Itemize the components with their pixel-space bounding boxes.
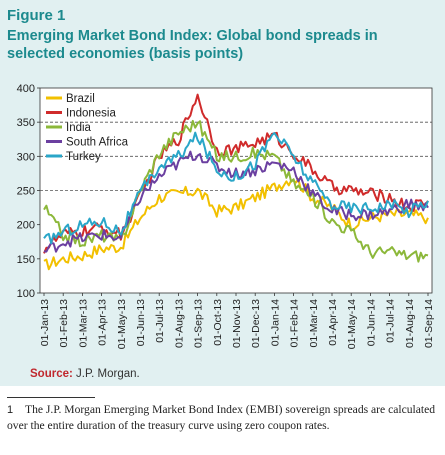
figure-label: Figure 1 <box>7 7 66 24</box>
x-tick-label: 01-Jul-14 <box>385 299 397 343</box>
y-tick-label: 150 <box>17 254 35 266</box>
y-tick-label: 250 <box>17 186 35 198</box>
y-tick-label: 200 <box>17 220 35 232</box>
x-tick-label: 01-Mar-13 <box>77 299 89 348</box>
x-tick-label: 01-Feb-13 <box>58 299 70 348</box>
x-tick-label: 01-Apr-13 <box>97 299 109 346</box>
series-line-turkey <box>43 131 429 245</box>
x-tick-label: 01-Mar-14 <box>308 299 320 348</box>
series-line-india <box>43 119 429 263</box>
x-tick-label: 01-Jan-14 <box>269 299 281 346</box>
y-tick-label: 300 <box>17 151 35 163</box>
x-tick-label: 01-Nov-13 <box>231 299 243 348</box>
legend-label: Indonesia <box>66 108 116 120</box>
legend-label: Turkey <box>66 151 101 163</box>
source-text: J.P. Morgan. <box>76 368 140 380</box>
line-chart: 100 150 200 250 300 350 400 01-Jan-13 01-Feb-13… <box>17 83 435 349</box>
figure-panel: Figure 1 Emerging Market Bond Index: Glo… <box>0 0 445 386</box>
x-tick-label: 01-Dec-13 <box>250 299 262 348</box>
x-tick-label: 01-May-13 <box>116 299 128 349</box>
x-tick-label: 01-May-14 <box>346 299 358 349</box>
y-tick-label: 400 <box>17 83 35 95</box>
footnote-divider <box>7 397 95 398</box>
x-tick-label: 01-Sep-13 <box>193 299 205 348</box>
x-tick-label: 01-Jun-14 <box>365 299 377 346</box>
x-tick-label: 01-Apr-14 <box>327 299 339 346</box>
legend-label: South Africa <box>66 137 129 149</box>
series-line-south-africa <box>43 150 429 253</box>
x-tick-label: 01-Feb-14 <box>289 299 301 348</box>
footnote-text: The J.P. Morgan Emerging Market Bond Ind… <box>7 403 436 432</box>
y-tick-label: 350 <box>17 117 35 129</box>
x-tick-label: 01-Jan-13 <box>39 299 51 346</box>
x-tick-label: 01-Jun-13 <box>135 299 147 346</box>
x-tick-label: 01-Oct-13 <box>212 299 224 346</box>
footnote-number: 1 <box>7 404 14 416</box>
x-tick-label: 01-Aug-14 <box>404 299 416 348</box>
x-tick-label: 01-Aug-13 <box>173 299 185 348</box>
figure-title: Emerging Market Bond Index: Global bond … <box>7 28 378 62</box>
y-tick-label: 100 <box>17 288 35 300</box>
legend-label: Brazil <box>66 93 95 105</box>
source-label: Source: <box>30 368 73 380</box>
x-tick-label: 01-Jul-13 <box>154 299 166 343</box>
source-line: Source: J.P. Morgan. <box>30 368 140 380</box>
x-tick-label: 01-Sep-14 <box>423 299 435 348</box>
legend-label: India <box>66 122 92 134</box>
footnote: 1 The J.P. Morgan Emerging Market Bond In… <box>7 402 437 433</box>
series-line-brazil <box>43 178 429 271</box>
